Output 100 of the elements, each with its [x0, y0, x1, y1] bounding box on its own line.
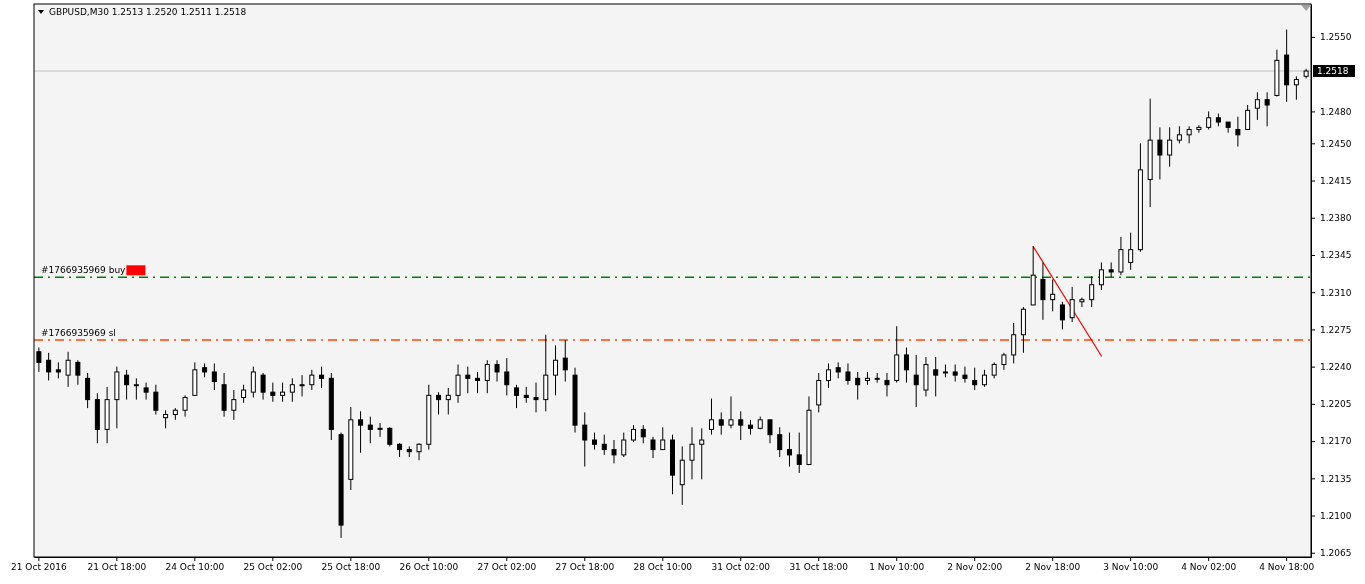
x-tick-label: 25 Oct 02:00 [243, 562, 303, 573]
candlestick [767, 419, 773, 444]
candlestick [903, 347, 909, 384]
candlestick [124, 369, 130, 401]
candlestick [455, 364, 461, 404]
candlestick [416, 442, 422, 461]
candlestick [436, 391, 442, 415]
candlestick [36, 347, 42, 373]
y-tick-label: 1.2380 [1320, 213, 1352, 224]
candlestick [1089, 275, 1095, 308]
candlestick [182, 394, 188, 418]
candlestick [85, 372, 91, 409]
candlestick [65, 351, 71, 388]
candlestick [650, 436, 656, 459]
candlestick [1118, 236, 1124, 276]
candlestick [133, 377, 139, 401]
candlestick [553, 344, 559, 396]
x-tick-label: 27 Oct 02:00 [477, 562, 537, 573]
candlestick [1128, 232, 1134, 271]
candlestick [494, 359, 500, 383]
candlestick [1196, 124, 1202, 134]
candlestick [777, 426, 783, 458]
x-tick-label: 2 Nov 02:00 [947, 562, 1003, 573]
y-tick-label: 1.2480 [1320, 106, 1352, 117]
candlestick [75, 359, 81, 386]
candlestick [1011, 322, 1017, 364]
candlestick [1069, 286, 1075, 323]
ref-line-label: #1766935969 buy [41, 265, 127, 276]
y-tick-label: 1.2310 [1320, 287, 1352, 298]
candlestick [211, 362, 217, 391]
candlestick [913, 354, 919, 408]
x-tick-label: 1 Nov 10:00 [869, 562, 925, 573]
candlestick [562, 339, 568, 383]
x-tick-label: 28 Oct 10:00 [633, 562, 693, 573]
y-tick-label: 1.2065 [1320, 548, 1352, 559]
candlestick [1098, 261, 1104, 291]
candlestick [1059, 301, 1065, 330]
candlestick [738, 410, 744, 441]
x-tick-label: 26 Oct 10:00 [399, 562, 459, 573]
candlestick [250, 366, 256, 398]
candlestick [884, 372, 890, 397]
candlestick [601, 434, 607, 456]
candlestick [289, 377, 295, 403]
x-tick-label: 31 Oct 02:00 [711, 562, 771, 573]
candlestick [231, 389, 237, 421]
candlestick [533, 382, 539, 413]
y-tick-label: 1.2550 [1320, 32, 1352, 43]
candlestick [689, 426, 695, 480]
candlestick [611, 439, 617, 464]
candlestick [1167, 126, 1173, 168]
candlestick [1245, 104, 1251, 130]
candlestick [260, 372, 266, 401]
candlestick [377, 422, 383, 438]
y-tick-label: 1.2450 [1320, 138, 1352, 149]
candlestick [241, 384, 247, 404]
candlestick [1235, 116, 1241, 147]
candlestick [358, 410, 364, 454]
ref-line-label: 1.2518 [1317, 66, 1349, 77]
candlestick [163, 409, 169, 429]
candlestick [1050, 278, 1056, 312]
candlestick [640, 424, 646, 444]
candlestick [1186, 125, 1192, 144]
x-tick-label: 4 Nov 18:00 [1259, 562, 1315, 573]
candlestick [708, 398, 714, 436]
candlestick [972, 367, 978, 391]
candlestick [299, 374, 305, 397]
y-tick-label: 1.2170 [1320, 436, 1352, 447]
y-tick-label: 1.2135 [1320, 473, 1352, 484]
x-tick-label: 3 Nov 10:00 [1103, 562, 1159, 573]
candlestick [825, 362, 831, 389]
y-tick-label: 1.2415 [1320, 175, 1352, 186]
candlestick [660, 426, 666, 451]
y-tick-label: 1.2100 [1320, 510, 1352, 521]
candlestick [1225, 121, 1231, 134]
candlestick [445, 387, 451, 415]
candlestick [796, 432, 802, 474]
candlestick [309, 369, 315, 391]
candlestick [1293, 75, 1299, 101]
candlestick [475, 371, 481, 394]
candlestick [504, 357, 510, 396]
candlestick [718, 411, 724, 436]
x-tick-label: 2 Nov 18:00 [1025, 562, 1081, 573]
x-tick-label: 25 Oct 18:00 [321, 562, 381, 573]
y-tick-label: 1.2275 [1320, 324, 1352, 335]
candlestick [367, 416, 373, 444]
candlestick [1264, 91, 1270, 127]
candlestick [621, 432, 627, 458]
candlestick [933, 356, 939, 397]
y-tick-label: 1.2205 [1320, 399, 1352, 410]
candlestick [465, 366, 471, 394]
candlestick [1206, 110, 1212, 130]
candlestick [514, 384, 520, 409]
candlestick [1079, 297, 1085, 308]
x-tick-label: 21 Oct 18:00 [87, 562, 147, 573]
candlestick [962, 366, 968, 384]
candlestick [143, 382, 149, 401]
candlestick [1254, 91, 1260, 121]
candlestick [728, 395, 734, 429]
candlestick [1157, 126, 1163, 180]
candlestick [855, 371, 861, 401]
